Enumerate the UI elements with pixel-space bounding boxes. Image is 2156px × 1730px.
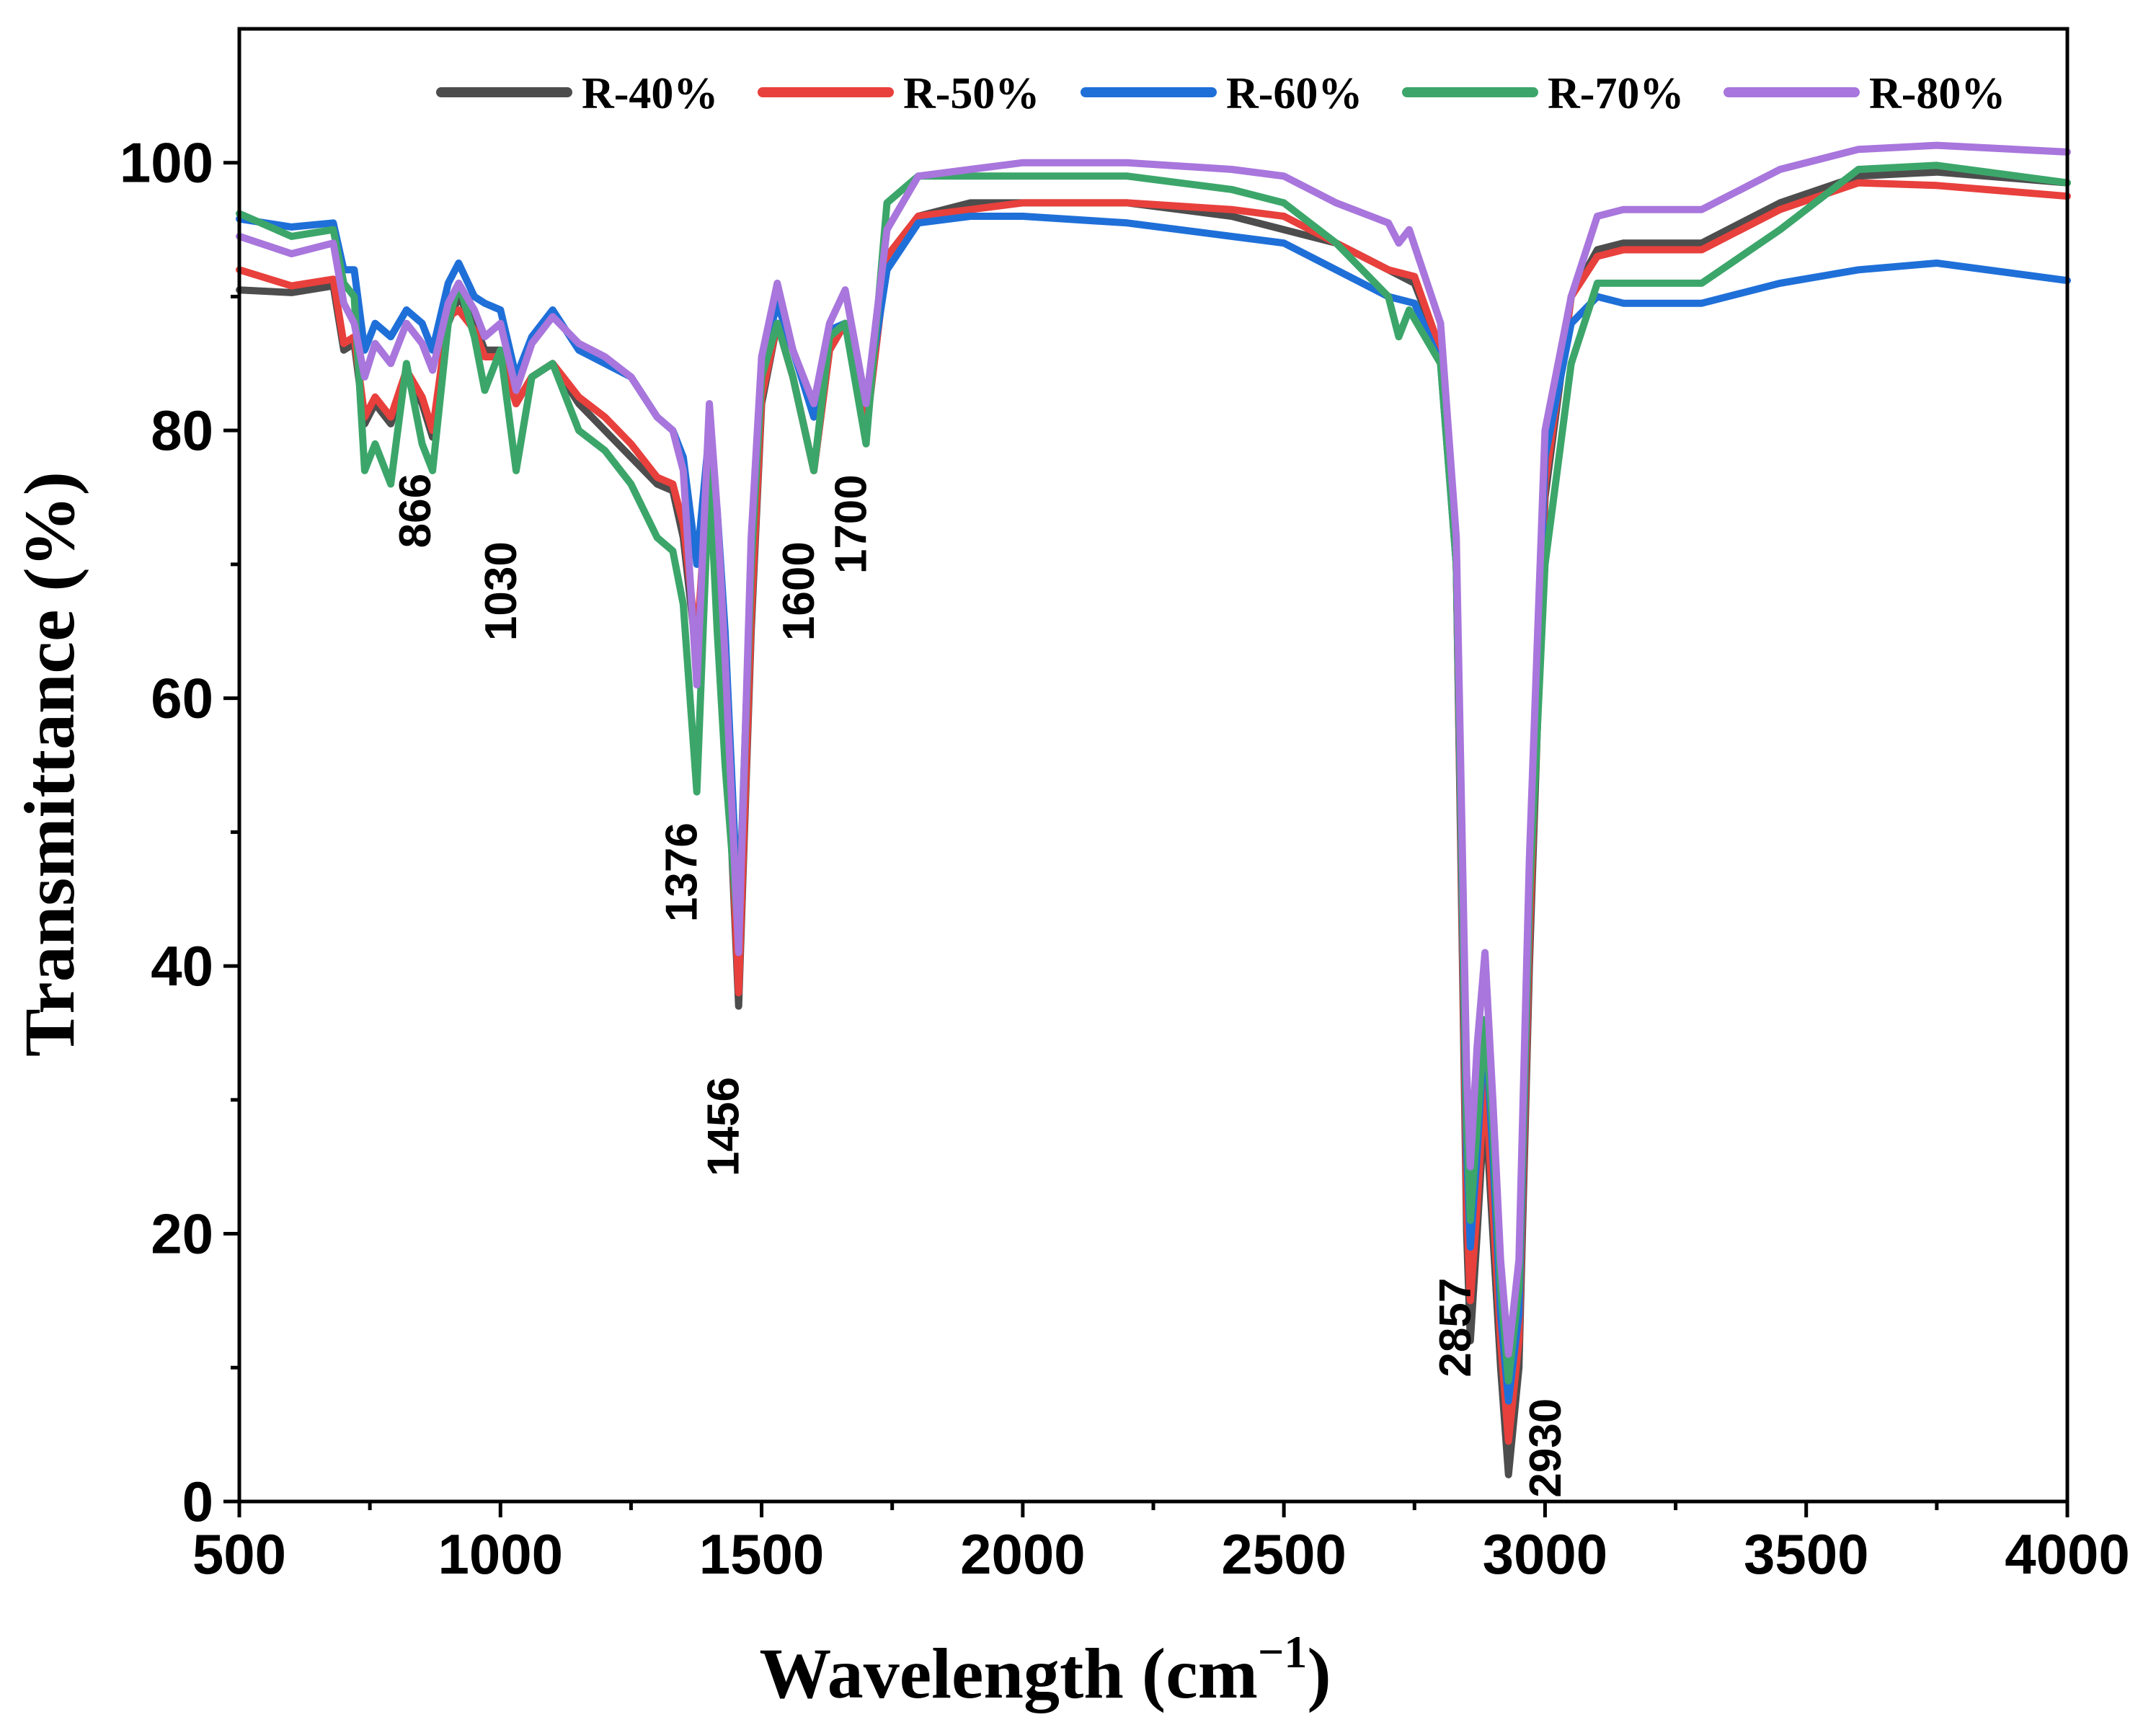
x-axis-title-close: ) (1307, 1633, 1331, 1713)
x-axis-title-main: Wavelength (cm (759, 1633, 1258, 1713)
x-axis-title-sup: −1 (1258, 1626, 1307, 1677)
legend-label-R-40%: R-40% (582, 69, 718, 118)
plot-frame (237, 27, 2070, 1504)
ticks-layer: 500 1000 1500 2000 2500 3000 3500 4000 0 20 40 60 80… (120, 131, 2130, 1586)
y-tick-label-20: 20 (151, 1202, 213, 1266)
legend: R-40% R-50% R-60% R-70% R-80% (436, 69, 2005, 118)
y-tick-label-40: 40 (151, 934, 213, 998)
legend-label-R-60%: R-60% (1226, 69, 1362, 118)
y-tick-label-60: 60 (151, 667, 213, 730)
series-line-R-70% (236, 161, 2071, 1385)
peak-label-1600: 1600 (774, 541, 824, 641)
y-tick-label-100: 100 (120, 131, 213, 195)
x-tick-label-1500: 1500 (699, 1522, 825, 1586)
peak-label-1376: 1376 (657, 822, 707, 922)
legend-label-R-80%: R-80% (1869, 69, 2005, 118)
x-axis-title: Wavelength (cm−1) (759, 1626, 1331, 1713)
peak-label-1030: 1030 (476, 541, 526, 641)
y-tick-label-80: 80 (151, 399, 213, 462)
legend-label-R-50%: R-50% (903, 69, 1039, 118)
peak-label-2930: 2930 (1521, 1398, 1571, 1498)
x-tick-label-500: 500 (192, 1522, 286, 1586)
x-tick-label-3500: 3500 (1744, 1522, 1869, 1586)
legend-label-R-70%: R-70% (1548, 69, 1684, 118)
x-tick-label-3000: 3000 (1483, 1522, 1608, 1586)
peak-label-2857: 2857 (1431, 1278, 1481, 1378)
series-layer (236, 141, 2071, 1478)
x-tick-label-2000: 2000 (960, 1522, 1086, 1586)
x-tick-label-1000: 1000 (438, 1522, 564, 1586)
x-tick-label-4000: 4000 (2005, 1522, 2130, 1586)
series-line-R-80% (236, 141, 2071, 1358)
x-tick-label-2500: 2500 (1221, 1522, 1347, 1586)
peak-label-1700: 1700 (827, 474, 877, 574)
peak-label-1456: 1456 (699, 1077, 749, 1176)
y-axis-title: Transmittance (%) (9, 471, 89, 1057)
y-tick-label-0: 0 (182, 1470, 213, 1533)
peak-label-866: 866 (391, 474, 440, 548)
